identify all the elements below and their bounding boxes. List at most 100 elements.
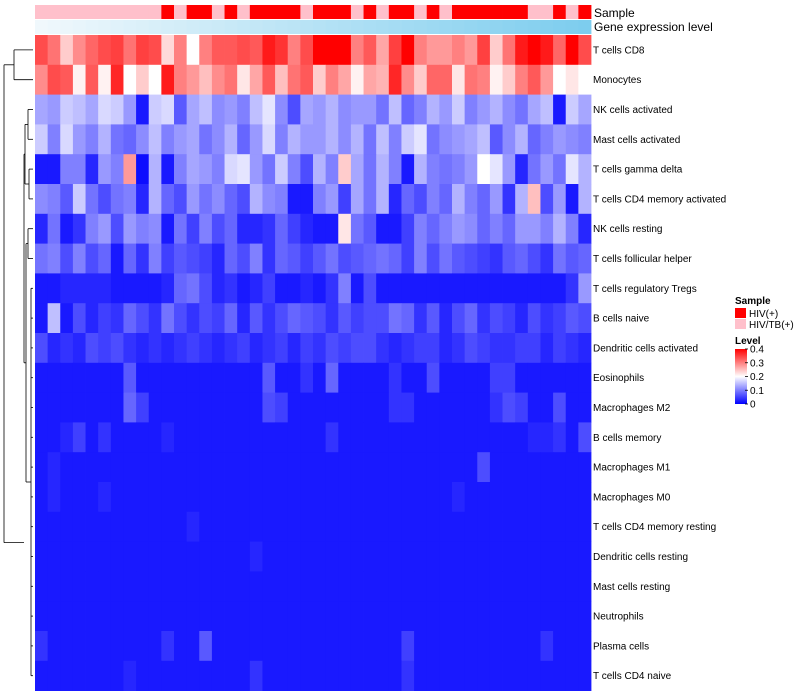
heatmap-cell bbox=[98, 482, 112, 513]
heatmap-cell bbox=[426, 392, 440, 423]
heatmap-cell bbox=[275, 273, 289, 304]
heatmap-cell bbox=[540, 64, 554, 95]
heatmap-cells bbox=[35, 35, 592, 691]
heatmap-cell bbox=[47, 333, 61, 364]
heatmap-cell bbox=[275, 94, 289, 125]
heatmap-cell bbox=[502, 273, 516, 304]
heatmap-cell bbox=[161, 541, 175, 572]
heatmap-cell bbox=[224, 124, 238, 155]
heatmap-cell bbox=[287, 213, 301, 244]
heatmap-cell bbox=[350, 303, 364, 334]
heatmap-cell bbox=[85, 362, 99, 393]
heatmap-cell bbox=[350, 243, 364, 274]
heatmap-cell bbox=[540, 422, 554, 453]
heatmap-cell bbox=[338, 303, 352, 334]
heatmap-cell bbox=[72, 333, 86, 364]
expression-annotation-cell bbox=[350, 20, 364, 34]
heatmap-cell bbox=[275, 482, 289, 513]
heatmap-cell bbox=[85, 35, 99, 66]
heatmap-cell bbox=[110, 243, 124, 274]
heatmap-cell bbox=[363, 631, 377, 662]
heatmap-cell bbox=[262, 541, 276, 572]
legend-ticks: 0.4 0.3 0.2 0.1 0 bbox=[745, 345, 764, 411]
sample-annotation-cell bbox=[527, 5, 541, 19]
heatmap-cell bbox=[148, 303, 162, 334]
heatmap-cell bbox=[123, 511, 137, 542]
heatmap-cell bbox=[72, 303, 86, 334]
heatmap-cell bbox=[401, 422, 415, 453]
heatmap-cell bbox=[211, 184, 225, 215]
heatmap-cell bbox=[237, 35, 251, 66]
heatmap-cell bbox=[300, 35, 314, 66]
sample-annotation-label: Sample bbox=[594, 6, 635, 20]
heatmap-cell bbox=[578, 184, 592, 215]
heatmap-cell bbox=[72, 35, 86, 66]
heatmap-cell bbox=[363, 154, 377, 185]
heatmap-cell bbox=[47, 631, 61, 662]
heatmap-cell bbox=[287, 362, 301, 393]
heatmap-cell bbox=[515, 422, 529, 453]
heatmap-cell bbox=[110, 362, 124, 393]
heatmap-cell bbox=[540, 35, 554, 66]
heatmap-cell bbox=[148, 392, 162, 423]
heatmap-cell bbox=[502, 362, 516, 393]
heatmap-cell bbox=[489, 213, 503, 244]
heatmap-cell bbox=[148, 571, 162, 602]
heatmap-cell bbox=[376, 571, 390, 602]
heatmap-cell bbox=[313, 631, 327, 662]
heatmap-cell bbox=[540, 511, 554, 542]
heatmap-cell bbox=[224, 392, 238, 423]
heatmap-cell bbox=[275, 333, 289, 364]
expression-annotation-cell bbox=[123, 20, 137, 34]
heatmap-cell bbox=[161, 243, 175, 274]
heatmap-cell bbox=[211, 213, 225, 244]
heatmap-cell bbox=[502, 124, 516, 155]
heatmap-cell bbox=[338, 452, 352, 483]
heatmap-cell bbox=[540, 601, 554, 632]
heatmap-cell bbox=[489, 94, 503, 125]
heatmap-cell bbox=[224, 64, 238, 95]
heatmap-cell bbox=[275, 303, 289, 334]
heatmap-cell bbox=[85, 422, 99, 453]
heatmap-cell bbox=[287, 124, 301, 155]
heatmap-cell bbox=[262, 452, 276, 483]
heatmap-cell bbox=[174, 660, 188, 691]
heatmap-cell bbox=[300, 124, 314, 155]
heatmap-cell bbox=[136, 392, 150, 423]
heatmap-cell bbox=[237, 541, 251, 572]
heatmap-cell bbox=[47, 511, 61, 542]
heatmap-cell bbox=[464, 452, 478, 483]
heatmap-cell bbox=[553, 35, 567, 66]
heatmap-cell bbox=[452, 154, 466, 185]
heatmap-cell bbox=[477, 94, 491, 125]
expression-annotation-cell bbox=[426, 20, 440, 34]
heatmap-cell bbox=[553, 541, 567, 572]
heatmap-cell bbox=[262, 392, 276, 423]
heatmap-cell bbox=[60, 392, 74, 423]
heatmap-cell bbox=[350, 422, 364, 453]
expression-annotation-cell bbox=[110, 20, 124, 34]
sample-annotation-cell bbox=[148, 5, 162, 19]
heatmap-cell bbox=[553, 243, 567, 274]
expression-annotation-cell bbox=[527, 20, 541, 34]
heatmap-cell bbox=[452, 631, 466, 662]
heatmap-cell bbox=[249, 303, 263, 334]
heatmap-cell bbox=[186, 601, 200, 632]
expression-annotation-cell bbox=[186, 20, 200, 34]
heatmap-cell bbox=[60, 213, 74, 244]
heatmap-cell bbox=[477, 273, 491, 304]
heatmap-cell bbox=[287, 154, 301, 185]
heatmap-cell bbox=[110, 601, 124, 632]
heatmap-cell bbox=[161, 184, 175, 215]
legend-level-title: Level bbox=[735, 336, 761, 347]
heatmap-cell bbox=[148, 631, 162, 662]
heatmap-cell bbox=[502, 213, 516, 244]
heatmap-cell bbox=[527, 35, 541, 66]
heatmap-cell bbox=[123, 64, 137, 95]
heatmap-cell bbox=[388, 631, 402, 662]
heatmap-cell bbox=[110, 154, 124, 185]
heatmap-cell bbox=[161, 64, 175, 95]
heatmap-cell bbox=[363, 660, 377, 691]
heatmap-cell bbox=[376, 333, 390, 364]
heatmap-cell bbox=[515, 273, 529, 304]
